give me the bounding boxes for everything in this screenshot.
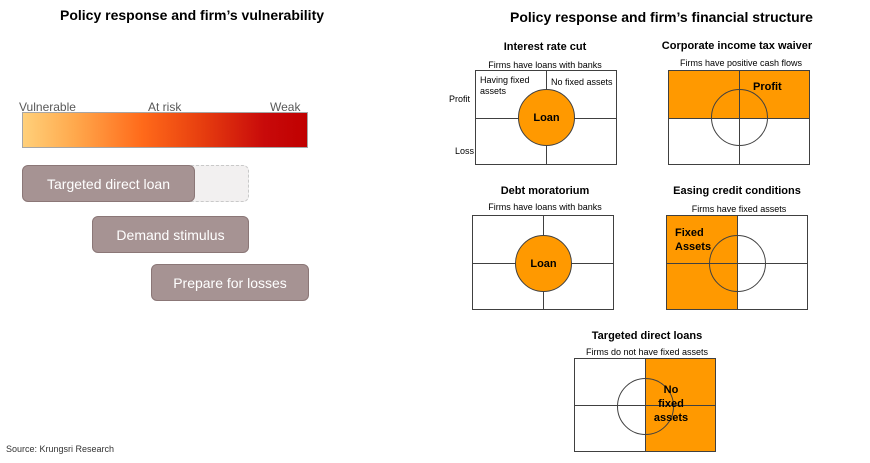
panel-targeted-loans-title: Targeted direct loans — [591, 330, 703, 342]
quad-label-no-fixed-assets: No fixed assets — [551, 77, 613, 87]
quadrant-interest-rate-cut: Having fixed assets No fixed assets Loan — [475, 70, 617, 165]
source-note: Source: Krungsri Research — [6, 444, 115, 454]
quad-label-having-fixed-assets: Having fixed assets — [480, 75, 530, 96]
loan-circle-outline — [711, 89, 768, 146]
left-title: Policy response and firm’s vulnerability — [60, 7, 325, 23]
row-label-profit: Profit — [449, 94, 471, 104]
policy-targeted-direct-loan: Targeted direct loan — [22, 165, 195, 202]
panel-easing-credit-subtitle: Firms have fixed assets — [691, 204, 787, 214]
quadrant-easing-credit: Fixed Assets — [666, 215, 808, 310]
no-fixed-assets-label: No fixed assets — [654, 383, 688, 425]
scale-label-weak: Weak — [270, 100, 301, 114]
panel-interest-rate-cut-subtitle: Firms have loans with banks — [488, 60, 602, 70]
panel-debt-moratorium-title: Debt moratorium — [500, 185, 590, 197]
panel-targeted-loans-subtitle: Firms do not have fixed assets — [585, 347, 709, 357]
loan-circle-outline — [709, 235, 766, 292]
panel-tax-waiver-subtitle: Firms have positive cash flows — [679, 58, 803, 68]
loan-circle-outline — [617, 378, 674, 435]
row-label-loss: Loss — [455, 146, 475, 156]
policy-demand-stimulus: Demand stimulus — [92, 216, 249, 253]
panel-interest-rate-cut-title: Interest rate cut — [503, 41, 587, 53]
panel-tax-waiver-title: Corporate income tax waiver — [661, 40, 813, 52]
quadrant-debt-moratorium: Loan — [472, 215, 614, 310]
quadrant-targeted-loans: No fixed assets — [574, 358, 716, 452]
right-title: Policy response and firm’s financial str… — [510, 9, 813, 25]
scale-label-at-risk: At risk — [148, 100, 182, 114]
fixed-assets-label-line2: Assets — [675, 241, 712, 253]
no-fixed-assets-label-line1: No — [663, 384, 679, 396]
vulnerability-gradient-bar — [22, 112, 308, 148]
panel-easing-credit-title: Easing credit conditions — [673, 185, 801, 197]
no-fixed-assets-label-line2: fixed — [658, 398, 684, 410]
scale-label-vulnerable: Vulnerable — [19, 100, 76, 114]
loan-circle: Loan — [515, 235, 572, 292]
no-fixed-assets-label-line3: assets — [653, 412, 689, 424]
panel-debt-moratorium-subtitle: Firms have loans with banks — [488, 202, 602, 212]
fixed-assets-label-line1: Fixed — [675, 227, 704, 239]
quadrant-tax-waiver: Profit — [668, 70, 810, 165]
loan-circle: Loan — [518, 89, 575, 146]
fixed-assets-label: Fixed Assets — [675, 226, 711, 254]
policy-prepare-for-losses: Prepare for losses — [151, 264, 309, 301]
profit-label: Profit — [753, 81, 782, 93]
